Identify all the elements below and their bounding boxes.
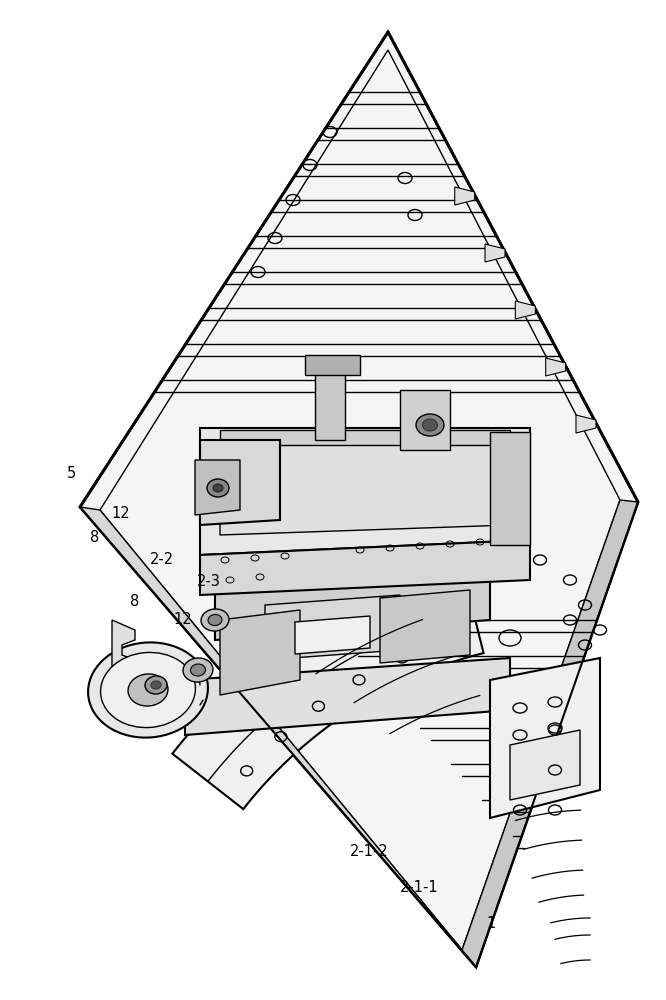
Polygon shape: [185, 658, 510, 735]
Text: 5: 5: [67, 466, 76, 481]
Polygon shape: [515, 301, 535, 319]
Polygon shape: [220, 430, 510, 445]
Ellipse shape: [207, 479, 229, 497]
Polygon shape: [490, 658, 600, 818]
Polygon shape: [200, 440, 280, 525]
Ellipse shape: [201, 609, 229, 631]
Ellipse shape: [88, 642, 208, 738]
Ellipse shape: [422, 419, 438, 431]
Ellipse shape: [416, 414, 444, 436]
Polygon shape: [215, 540, 490, 640]
Polygon shape: [380, 590, 470, 663]
Polygon shape: [80, 32, 638, 967]
Polygon shape: [576, 415, 596, 433]
Text: 8: 8: [90, 530, 99, 546]
Polygon shape: [200, 540, 530, 595]
Polygon shape: [510, 730, 580, 800]
Polygon shape: [485, 244, 505, 262]
Text: 8: 8: [130, 594, 139, 609]
Ellipse shape: [128, 674, 168, 706]
Text: 1: 1: [486, 916, 496, 932]
Polygon shape: [462, 500, 638, 967]
Polygon shape: [200, 428, 530, 555]
Text: 2-1-2: 2-1-2: [350, 844, 388, 859]
Polygon shape: [455, 187, 475, 205]
Polygon shape: [400, 390, 450, 450]
Ellipse shape: [208, 614, 222, 626]
Polygon shape: [195, 460, 240, 515]
Polygon shape: [172, 566, 484, 809]
Text: 2-3: 2-3: [196, 574, 220, 589]
Text: 12: 12: [112, 506, 131, 520]
Ellipse shape: [183, 658, 213, 682]
Polygon shape: [305, 355, 360, 375]
Text: 2-1-1: 2-1-1: [400, 880, 438, 896]
Ellipse shape: [101, 652, 195, 728]
Polygon shape: [80, 507, 476, 967]
Polygon shape: [220, 610, 300, 695]
Ellipse shape: [213, 484, 223, 492]
Polygon shape: [545, 358, 565, 376]
Polygon shape: [315, 370, 345, 440]
Text: 12: 12: [173, 612, 192, 628]
Polygon shape: [265, 595, 400, 660]
Polygon shape: [295, 616, 370, 654]
Text: 2-2: 2-2: [150, 552, 174, 568]
Ellipse shape: [151, 681, 161, 689]
Polygon shape: [490, 432, 530, 545]
Polygon shape: [220, 440, 510, 535]
Ellipse shape: [145, 676, 167, 694]
Ellipse shape: [190, 664, 206, 676]
Polygon shape: [112, 620, 135, 680]
